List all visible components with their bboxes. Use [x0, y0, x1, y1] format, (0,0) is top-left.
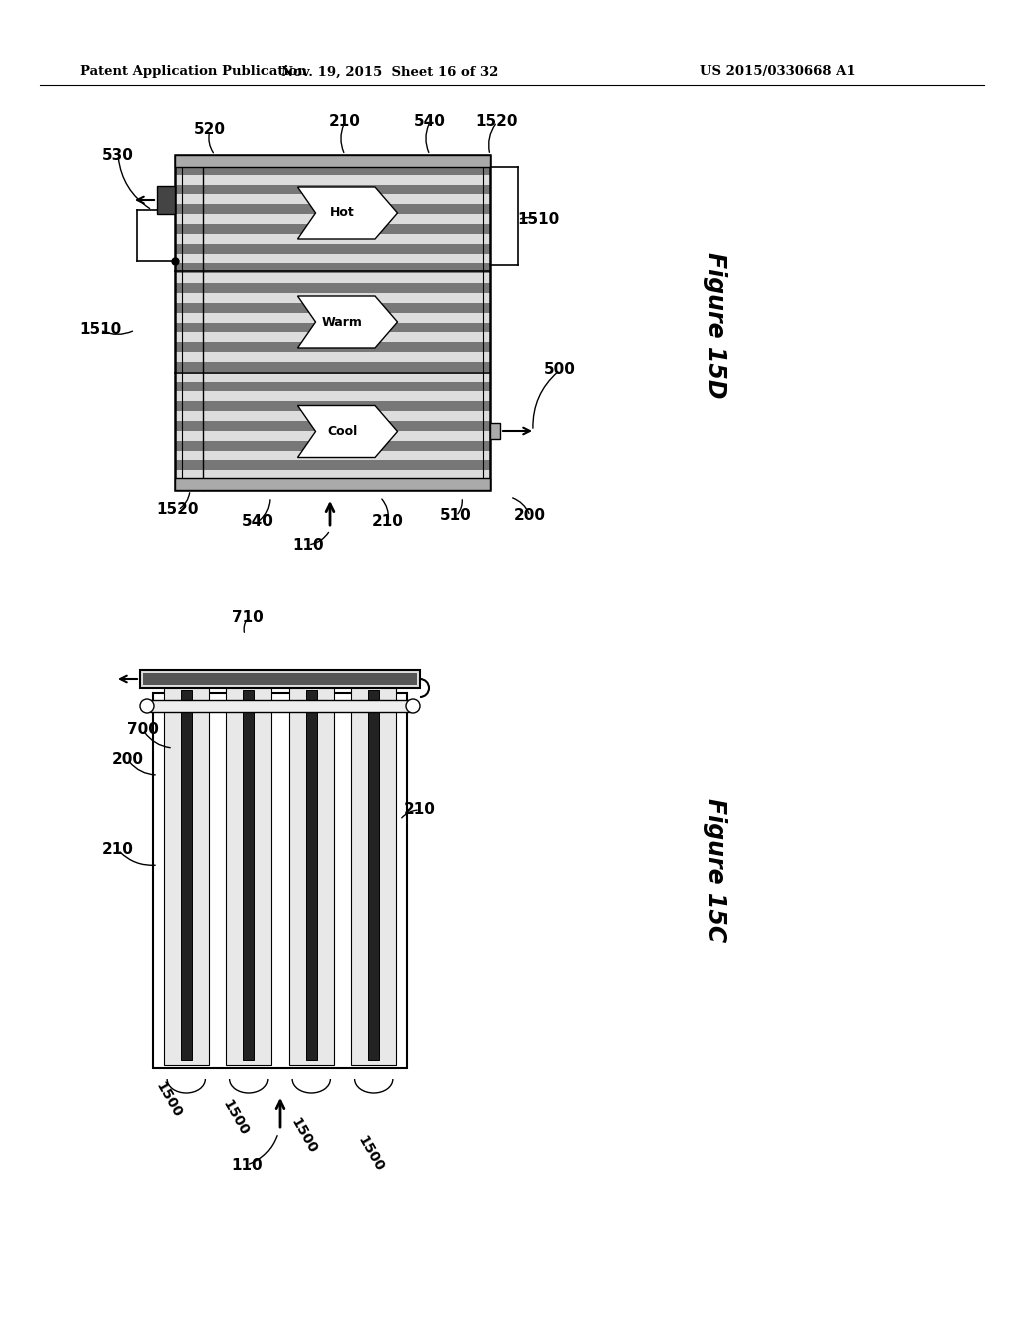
Bar — [289, 685, 334, 1065]
Text: 1500: 1500 — [153, 1080, 184, 1121]
Bar — [175, 372, 490, 381]
Bar — [175, 185, 490, 194]
Circle shape — [140, 700, 154, 713]
Polygon shape — [298, 296, 397, 348]
Text: 540: 540 — [242, 515, 274, 529]
Bar — [175, 234, 490, 244]
Bar — [175, 244, 490, 253]
Bar — [175, 362, 490, 372]
Bar — [175, 441, 490, 450]
Bar — [175, 293, 490, 302]
Bar — [175, 154, 490, 490]
Bar — [175, 430, 490, 441]
Bar — [175, 174, 490, 185]
Bar — [175, 264, 490, 273]
Text: 1500: 1500 — [220, 1098, 252, 1138]
Bar — [175, 333, 490, 342]
Bar — [175, 165, 490, 174]
Bar — [175, 478, 490, 490]
Text: 500: 500 — [544, 363, 575, 378]
Bar — [175, 470, 490, 480]
Text: Cool: Cool — [327, 425, 357, 438]
Text: Warm: Warm — [322, 315, 362, 329]
Text: Figure 15C: Figure 15C — [703, 797, 727, 942]
Text: 210: 210 — [102, 842, 134, 858]
Text: Patent Application Publication: Patent Application Publication — [80, 66, 307, 78]
Text: 1500: 1500 — [288, 1115, 319, 1156]
Bar — [226, 685, 271, 1065]
Bar — [175, 154, 490, 165]
Bar — [175, 411, 490, 421]
Bar — [175, 480, 490, 490]
Text: 200: 200 — [112, 752, 144, 767]
Bar — [153, 693, 407, 1068]
Bar — [175, 450, 490, 461]
Bar — [175, 352, 490, 362]
Text: 710: 710 — [232, 610, 264, 626]
Text: 700: 700 — [127, 722, 159, 738]
Bar — [175, 401, 490, 411]
Bar — [175, 224, 490, 234]
Bar — [140, 671, 420, 688]
Bar — [175, 313, 490, 322]
Bar — [175, 154, 490, 168]
Text: 530: 530 — [102, 148, 134, 162]
Bar — [351, 685, 396, 1065]
Bar — [175, 461, 490, 470]
Text: 200: 200 — [514, 508, 546, 524]
Bar — [175, 302, 490, 313]
Bar — [175, 322, 490, 333]
Bar — [143, 673, 417, 685]
Bar — [305, 690, 316, 1060]
Text: US 2015/0330668 A1: US 2015/0330668 A1 — [700, 66, 856, 78]
Text: 210: 210 — [329, 115, 360, 129]
Text: 1520: 1520 — [476, 115, 518, 129]
Bar — [175, 381, 490, 392]
Bar — [175, 273, 490, 282]
Text: Hot: Hot — [330, 206, 354, 219]
Text: 520: 520 — [194, 123, 226, 137]
Bar — [175, 342, 490, 352]
Text: 1510: 1510 — [517, 213, 559, 227]
Bar — [243, 690, 254, 1060]
Bar — [175, 392, 490, 401]
Bar — [150, 700, 410, 711]
Text: 510: 510 — [440, 508, 472, 524]
Polygon shape — [298, 405, 397, 458]
Bar — [175, 253, 490, 264]
Text: 110: 110 — [231, 1158, 263, 1172]
Text: 110: 110 — [292, 537, 324, 553]
Bar — [180, 690, 191, 1060]
Bar — [175, 214, 490, 224]
Bar — [175, 205, 490, 214]
Text: 210: 210 — [372, 515, 403, 529]
Text: 1510: 1510 — [79, 322, 121, 338]
Text: 540: 540 — [414, 115, 445, 129]
Bar — [175, 282, 490, 293]
Polygon shape — [298, 187, 397, 239]
Bar — [164, 685, 209, 1065]
Text: Figure 15D: Figure 15D — [703, 252, 727, 399]
Text: 1520: 1520 — [157, 503, 200, 517]
Bar — [175, 194, 490, 205]
Bar — [368, 690, 379, 1060]
Bar — [490, 422, 500, 440]
Text: 1500: 1500 — [355, 1134, 386, 1175]
Circle shape — [406, 700, 420, 713]
Bar — [175, 421, 490, 430]
Text: Nov. 19, 2015  Sheet 16 of 32: Nov. 19, 2015 Sheet 16 of 32 — [282, 66, 499, 78]
Text: 210: 210 — [404, 803, 436, 817]
Bar — [157, 186, 175, 214]
Bar — [182, 162, 483, 483]
